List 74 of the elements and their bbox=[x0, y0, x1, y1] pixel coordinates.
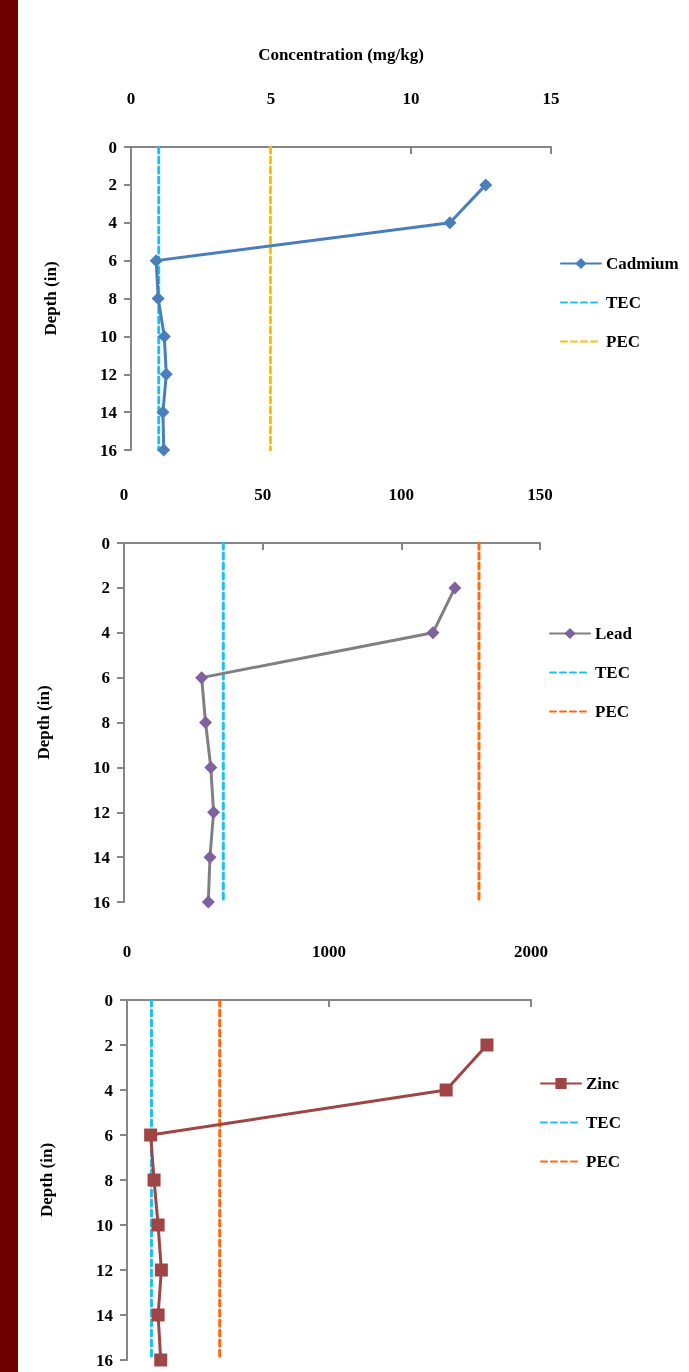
y-tick-label: 8 bbox=[108, 289, 117, 308]
legend-label: Zinc bbox=[586, 1074, 620, 1093]
y-tick-label: 0 bbox=[108, 137, 117, 157]
y-axis-title: Depth (in) bbox=[37, 1142, 56, 1218]
y-tick-label: 4 bbox=[101, 623, 111, 643]
legend-label: PEC bbox=[586, 1152, 620, 1171]
y-tick-label: 0 bbox=[104, 990, 113, 1010]
y-tick-label: 6 bbox=[101, 668, 110, 688]
x-tick-label: 50 bbox=[254, 485, 272, 504]
y-tick-label: 12 bbox=[93, 802, 110, 822]
y-tick-label: 4 bbox=[108, 213, 118, 233]
x-tick-label: 150 bbox=[527, 485, 553, 504]
point bbox=[448, 581, 462, 595]
legend-label: PEC bbox=[595, 702, 629, 721]
point bbox=[204, 760, 218, 774]
point bbox=[203, 850, 217, 864]
y-tick-label: 16 bbox=[93, 892, 110, 912]
point bbox=[154, 1353, 168, 1367]
point bbox=[201, 895, 215, 909]
y-tick-label: 16 bbox=[96, 1350, 113, 1370]
point bbox=[157, 443, 171, 457]
legend-label: TEC bbox=[595, 663, 630, 682]
legend-label: Cadmium bbox=[606, 254, 679, 273]
y-tick-label: 6 bbox=[104, 1125, 113, 1145]
point bbox=[159, 367, 173, 381]
point bbox=[157, 329, 171, 343]
y-tick-label: 10 bbox=[100, 326, 117, 346]
x-axis-title: Concentration (mg/kg) bbox=[258, 45, 424, 64]
y-tick-label: 8 bbox=[101, 713, 110, 732]
legend-label: TEC bbox=[606, 293, 641, 312]
point bbox=[426, 626, 440, 640]
point bbox=[156, 405, 170, 419]
y-tick-label: 6 bbox=[108, 251, 117, 271]
point bbox=[195, 671, 209, 685]
y-tick-label: 4 bbox=[104, 1080, 114, 1100]
x-tick-label: 2000 bbox=[514, 942, 548, 961]
point bbox=[147, 1173, 161, 1187]
point bbox=[154, 1263, 168, 1277]
point bbox=[151, 1218, 165, 1232]
point bbox=[480, 1038, 494, 1052]
y-tick-label: 12 bbox=[100, 364, 117, 384]
y-tick-label: 2 bbox=[101, 578, 110, 598]
point bbox=[149, 254, 163, 268]
y-tick-label: 10 bbox=[96, 1215, 113, 1235]
point bbox=[144, 1128, 158, 1142]
y-tick-label: 14 bbox=[100, 402, 118, 422]
y-tick-label: 12 bbox=[96, 1260, 113, 1280]
y-axis-title: Depth (in) bbox=[34, 685, 53, 760]
y-tick-label: 14 bbox=[96, 1305, 114, 1325]
x-tick-label: 1000 bbox=[312, 942, 346, 961]
y-axis-title: Depth (in) bbox=[41, 261, 60, 336]
point bbox=[199, 716, 213, 729]
point bbox=[479, 178, 493, 192]
y-tick-label: 14 bbox=[93, 847, 111, 867]
x-tick-label: 0 bbox=[122, 942, 132, 961]
legend-label: TEC bbox=[586, 1113, 621, 1132]
x-tick-label: 10 bbox=[402, 89, 420, 108]
point bbox=[151, 292, 165, 305]
x-tick-label: 5 bbox=[266, 89, 276, 108]
point bbox=[443, 216, 457, 230]
point bbox=[439, 1083, 453, 1097]
legend-label: Lead bbox=[595, 624, 633, 643]
y-tick-label: 10 bbox=[93, 757, 110, 777]
y-tick-label: 2 bbox=[108, 175, 117, 195]
point bbox=[151, 1308, 165, 1322]
x-tick-label: 15 bbox=[542, 89, 560, 108]
y-tick-label: 2 bbox=[104, 1035, 113, 1055]
point bbox=[207, 805, 221, 819]
x-tick-label: 0 bbox=[126, 89, 136, 108]
y-tick-label: 0 bbox=[101, 533, 110, 553]
y-tick-label: 8 bbox=[104, 1170, 113, 1190]
x-tick-label: 100 bbox=[388, 485, 415, 504]
legend-label: PEC bbox=[606, 332, 640, 351]
y-tick-label: 16 bbox=[100, 440, 117, 460]
